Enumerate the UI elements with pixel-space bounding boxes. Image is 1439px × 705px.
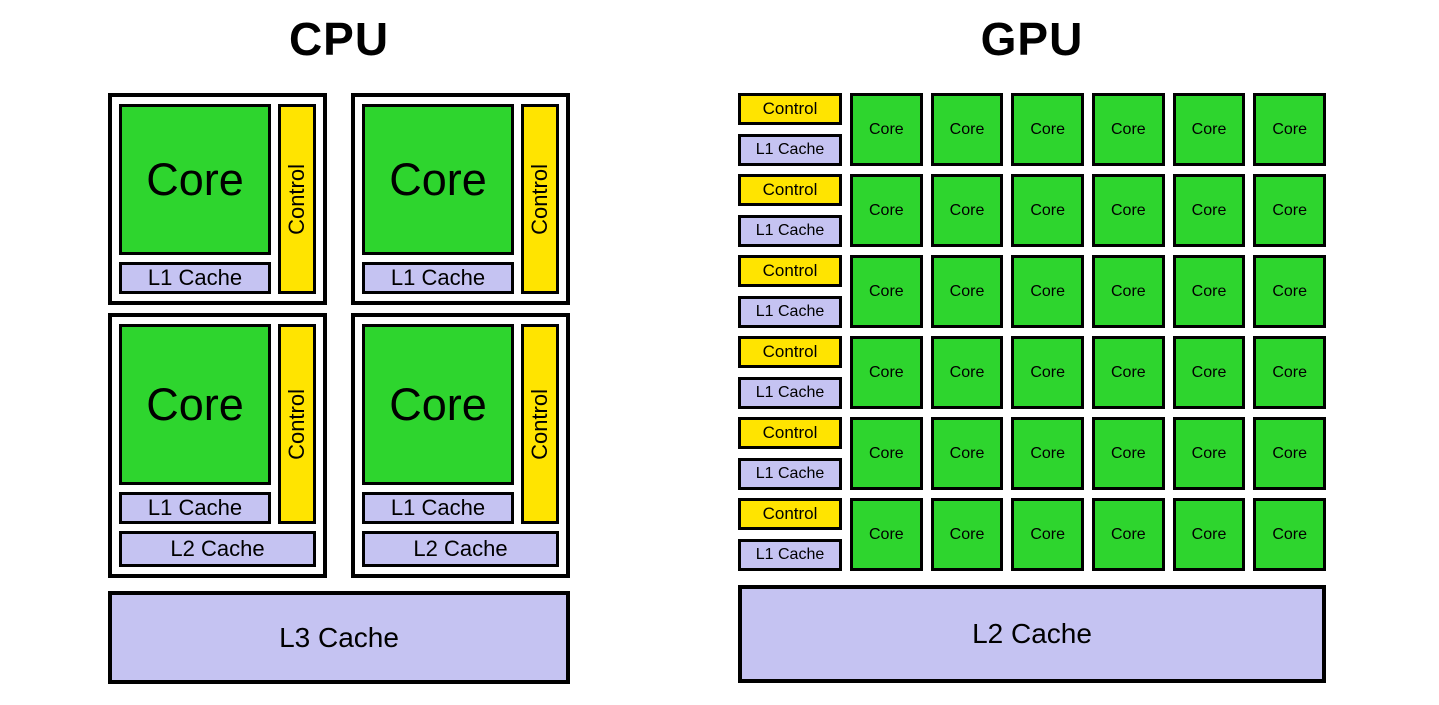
gpu-control-l1-stack: Control L1 Cache	[738, 498, 842, 571]
cpu-l1-cache-bar: L1 Cache	[119, 262, 271, 294]
cpu-l3-cache-bar: L3 Cache	[108, 591, 570, 684]
gpu-core-cell: Core	[850, 93, 923, 166]
gpu-core-cell: Core	[930, 498, 1004, 571]
gpu-control-box: Control	[738, 93, 842, 125]
gpu-l2-cache-bar: L2 Cache	[738, 585, 1326, 683]
cpu-control-label: Control	[284, 163, 309, 235]
gpu-core-cell: Core	[1253, 498, 1327, 571]
gpu-sm-grid: Control L1 Cache Core Core Core Core Cor…	[738, 93, 1327, 571]
cpu-panel: CPU Core L1 Cache Control C	[108, 0, 570, 684]
gpu-control-l1-stack: Control L1 Cache	[738, 255, 842, 328]
gpu-row: Control L1 Cache Core Core Core Core Cor…	[738, 93, 1327, 166]
gpu-core-cell: Core	[1011, 417, 1085, 490]
cpu-title: CPU	[288, 13, 390, 65]
gpu-core-cell: Core	[1092, 93, 1165, 166]
cpu-l1-cache-bar: L1 Cache	[119, 492, 271, 524]
gpu-core-cell: Core	[1253, 417, 1327, 490]
gpu-core-cell: Core	[930, 255, 1004, 328]
gpu-core-cell: Core	[1092, 174, 1165, 247]
gpu-row: Control L1 Cache Core Core Core Core Cor…	[738, 174, 1327, 247]
gpu-core-cell: Core	[1172, 336, 1246, 409]
cpu-quadrant-grid: Core L1 Cache Control Core L1 Cache	[108, 93, 570, 578]
cpu-core-block: Core	[362, 324, 514, 485]
gpu-control-box: Control	[738, 255, 842, 287]
gpu-core-cell: Core	[850, 498, 923, 571]
gpu-core-cell: Core	[850, 417, 923, 490]
gpu-core-cell: Core	[1253, 93, 1327, 166]
gpu-core-cell: Core	[930, 93, 1004, 166]
cpu-l1-cache-bar: L1 Cache	[362, 262, 514, 294]
gpu-row: Control L1 Cache Core Core Core Core Cor…	[738, 417, 1327, 490]
cpu-control-strip: Control	[278, 104, 316, 294]
gpu-core-cell: Core	[930, 174, 1004, 247]
gpu-core-cell: Core	[1172, 174, 1246, 247]
gpu-l1-cache-box: L1 Cache	[738, 458, 842, 490]
gpu-core-cell: Core	[1092, 417, 1165, 490]
gpu-core-cell: Core	[930, 336, 1004, 409]
gpu-l1-cache-box: L1 Cache	[738, 377, 842, 409]
gpu-core-cell: Core	[850, 336, 923, 409]
cpu-core-l1-stack: Core L1 Cache	[119, 324, 271, 524]
gpu-core-cell: Core	[1253, 336, 1327, 409]
gpu-core-cell: Core	[1172, 93, 1246, 166]
gpu-core-cell: Core	[1011, 336, 1085, 409]
cpu-control-label: Control	[527, 163, 552, 235]
gpu-core-cell: Core	[1011, 255, 1085, 328]
gpu-core-cell: Core	[1011, 174, 1085, 247]
gpu-panel: GPU Control L1 Cache Core Core Core Core…	[738, 0, 1327, 683]
cpu-l2-cache-bar: L2 Cache	[119, 531, 316, 567]
cpu-core-l1-stack: Core L1 Cache	[362, 324, 514, 524]
gpu-core-cell: Core	[1011, 93, 1085, 166]
gpu-l1-cache-box: L1 Cache	[738, 296, 842, 328]
cpu-core-block: Core	[119, 324, 271, 485]
gpu-core-cell: Core	[1092, 336, 1165, 409]
gpu-control-l1-stack: Control L1 Cache	[738, 93, 842, 166]
cpu-quadrant-top-right: Core L1 Cache Control	[351, 93, 570, 305]
cpu-quadrant-main: Core L1 Cache Control	[119, 104, 316, 294]
gpu-core-cell: Core	[1011, 498, 1085, 571]
gpu-core-cell: Core	[930, 417, 1004, 490]
gpu-control-box: Control	[738, 417, 842, 449]
gpu-row: Control L1 Cache Core Core Core Core Cor…	[738, 498, 1327, 571]
gpu-row: Control L1 Cache Core Core Core Core Cor…	[738, 336, 1327, 409]
gpu-control-l1-stack: Control L1 Cache	[738, 417, 842, 490]
gpu-l1-cache-box: L1 Cache	[738, 539, 842, 571]
gpu-control-box: Control	[738, 336, 842, 368]
gpu-l1-cache-box: L1 Cache	[738, 215, 842, 247]
gpu-core-cell: Core	[1172, 498, 1246, 571]
cpu-control-strip: Control	[278, 324, 316, 524]
gpu-core-cell: Core	[1092, 255, 1165, 328]
cpu-core-block: Core	[362, 104, 514, 255]
gpu-control-l1-stack: Control L1 Cache	[738, 174, 842, 247]
gpu-control-box: Control	[738, 174, 842, 206]
cpu-quadrant-bottom-left: Core L1 Cache Control L2 Cache	[108, 313, 327, 578]
cpu-l1-cache-bar: L1 Cache	[362, 492, 514, 524]
gpu-row: Control L1 Cache Core Core Core Core Cor…	[738, 255, 1327, 328]
gpu-core-cell: Core	[850, 255, 923, 328]
cpu-control-label: Control	[284, 388, 309, 460]
gpu-core-cell: Core	[1092, 498, 1165, 571]
cpu-core-l1-stack: Core L1 Cache	[362, 104, 514, 294]
cpu-core-block: Core	[119, 104, 271, 255]
cpu-quadrant-main: Core L1 Cache Control	[119, 324, 316, 524]
gpu-control-box: Control	[738, 498, 842, 530]
gpu-core-cell: Core	[1172, 255, 1246, 328]
gpu-control-l1-stack: Control L1 Cache	[738, 336, 842, 409]
gpu-core-cell: Core	[1253, 255, 1327, 328]
cpu-quadrant-bottom-right: Core L1 Cache Control L2 Cache	[351, 313, 570, 578]
cpu-control-strip: Control	[521, 104, 559, 294]
cpu-quadrant-main: Core L1 Cache Control	[362, 104, 559, 294]
gpu-title: GPU	[980, 13, 1084, 65]
cpu-control-label: Control	[527, 388, 552, 460]
cpu-core-l1-stack: Core L1 Cache	[119, 104, 271, 294]
cpu-quadrant-top-left: Core L1 Cache Control	[108, 93, 327, 305]
cpu-control-strip: Control	[521, 324, 559, 524]
gpu-core-cell: Core	[850, 174, 923, 247]
gpu-core-cell: Core	[1253, 174, 1327, 247]
gpu-l1-cache-box: L1 Cache	[738, 134, 842, 166]
gpu-core-cell: Core	[1172, 417, 1246, 490]
cpu-l2-cache-bar: L2 Cache	[362, 531, 559, 567]
cpu-quadrant-main: Core L1 Cache Control	[362, 324, 559, 524]
